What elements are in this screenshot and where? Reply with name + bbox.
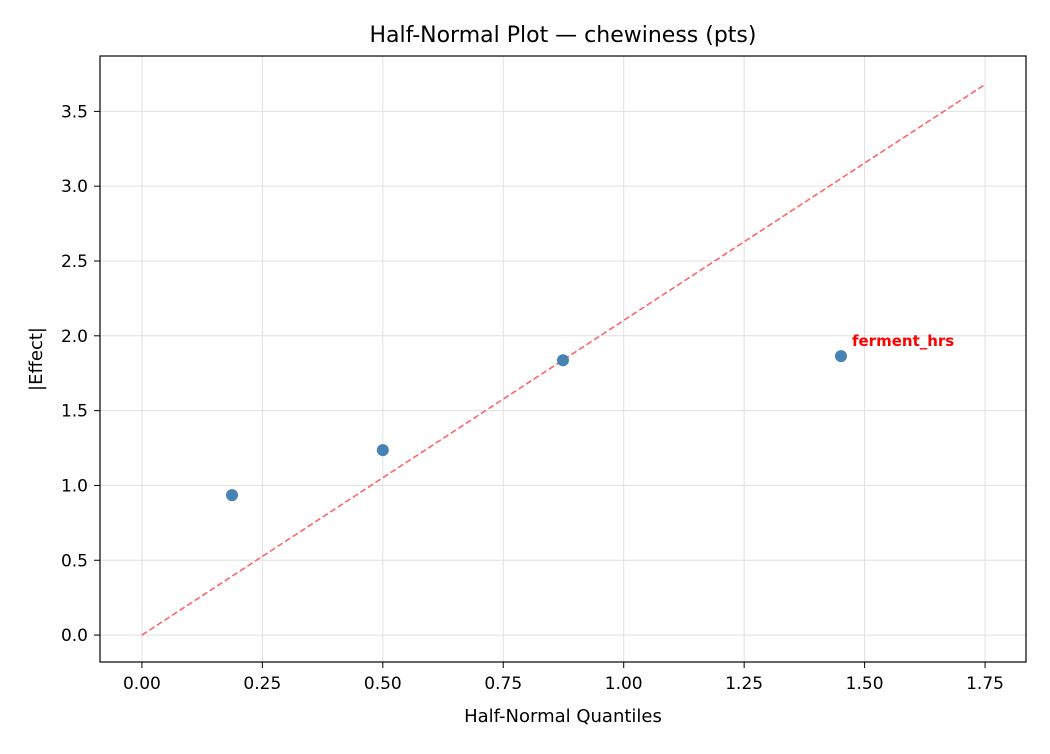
x-axis-label: Half-Normal Quantiles [464,706,662,727]
plot-frame [99,55,1027,663]
y-tick-label: 2.0 [61,327,88,347]
y-tick-label: 3.5 [61,102,88,122]
x-tick-label: 0.25 [243,674,281,694]
y-tick-label: 2.5 [61,252,88,272]
chart-title: Half-Normal Plot — chewiness (pts) [370,23,757,48]
point-annotation: ferment_hrs [852,332,954,350]
data-point [376,444,389,457]
y-tick-label: 1.0 [61,476,88,496]
data-point [226,489,239,502]
x-tick-label: 1.25 [725,674,763,694]
x-tick-label: 0.75 [484,674,522,694]
data-point [834,350,847,363]
x-tick-label: 1.50 [846,674,884,694]
y-tick-label: 3.0 [61,177,88,197]
reference-line [141,83,986,636]
x-tick-label: 1.00 [605,674,643,694]
y-tick-label: 1.5 [61,402,88,422]
data-point [557,354,569,367]
x-tick-label: 0.00 [123,674,161,694]
y-axis-label: |Effect| [26,327,47,391]
x-tick-label: 0.50 [364,674,402,694]
y-tick-label: 0.0 [61,626,88,646]
x-tick-label: 1.75 [966,674,1004,694]
y-tick-label: 0.5 [61,551,88,571]
